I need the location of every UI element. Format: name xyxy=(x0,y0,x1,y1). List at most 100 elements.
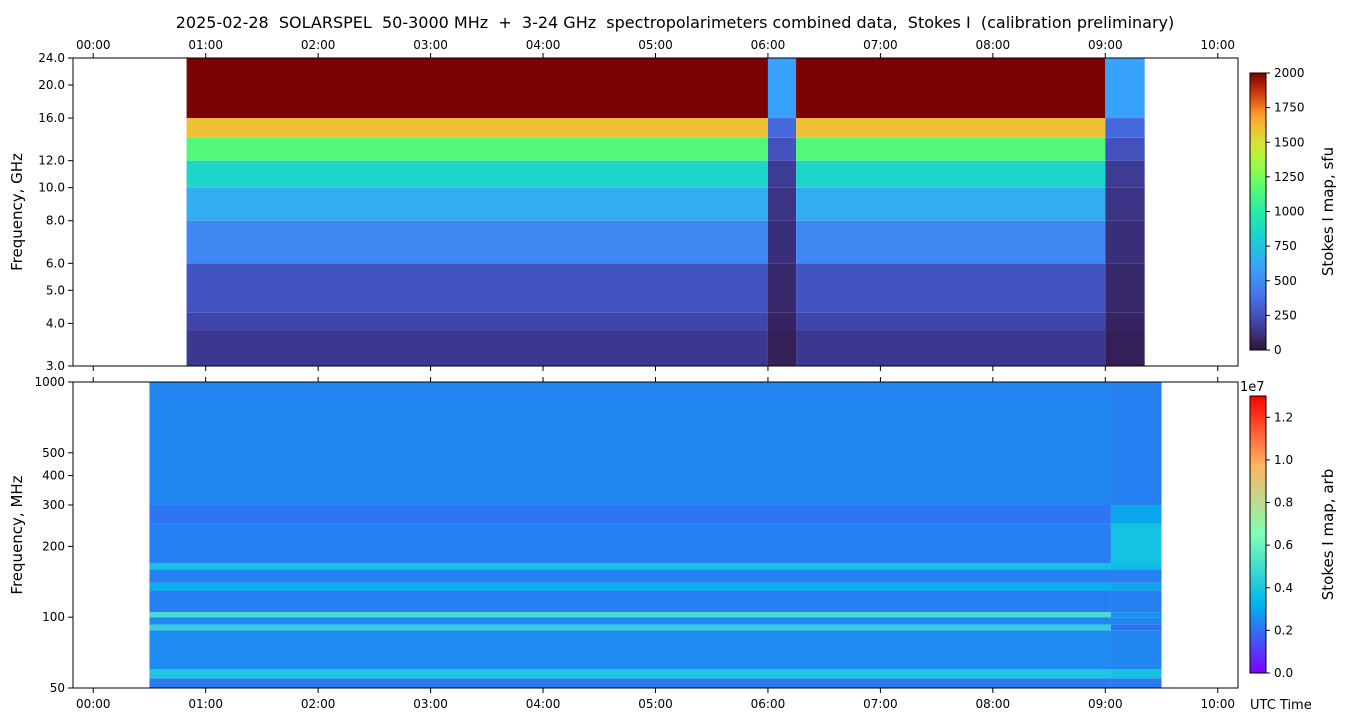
y-tick-label: 200 xyxy=(42,539,65,553)
heatmap-cell xyxy=(1105,312,1145,331)
heatmap-cell xyxy=(186,160,768,188)
x-tick-label: 10:00 xyxy=(1200,38,1235,52)
heatmap-cell xyxy=(1105,263,1145,313)
heatmap-cell xyxy=(186,137,768,161)
x-tick-label: 01:00 xyxy=(188,697,223,711)
heatmap-cell xyxy=(149,523,1111,563)
heatmap-cell xyxy=(767,58,797,119)
heatmap-cell xyxy=(1110,630,1162,670)
y-tick-label: 4.0 xyxy=(46,316,65,330)
colorbar-tick-label: 250 xyxy=(1274,308,1297,322)
y-tick-label: 24.0 xyxy=(38,51,65,65)
x-tick-label: 02:00 xyxy=(301,697,336,711)
colorbar-tick-label: 0.8 xyxy=(1274,496,1293,510)
y-tick-label: 8.0 xyxy=(46,214,65,228)
x-tick-label: 01:00 xyxy=(188,38,223,52)
heatmap-cell xyxy=(1105,58,1145,119)
x-tick-label: 10:00 xyxy=(1200,697,1235,711)
y-axis-label: Frequency, GHz xyxy=(8,153,26,271)
colorbar-offset: 1e7 xyxy=(1240,380,1265,395)
x-tick-label: 05:00 xyxy=(638,38,673,52)
x-axis-label: UTC Time xyxy=(1250,698,1312,713)
heatmap-cell xyxy=(1110,504,1162,524)
heatmap-cell xyxy=(767,118,797,138)
heatmap-cell xyxy=(186,312,768,331)
x-tick-label: 00:00 xyxy=(76,697,111,711)
heatmap-cell xyxy=(1110,590,1162,613)
y-tick-label: 5.0 xyxy=(46,283,65,297)
heatmap-cell xyxy=(149,382,1111,505)
y-tick-label: 6.0 xyxy=(46,256,65,270)
colorbar xyxy=(1249,72,1267,351)
y-tick-label: 50 xyxy=(50,681,65,695)
colorbar-tick-label: 0.4 xyxy=(1274,581,1293,595)
heatmap-cell xyxy=(796,220,1106,264)
heatmap-cell xyxy=(796,160,1106,188)
y-tick-label: 400 xyxy=(42,469,65,483)
colorbar-tick-label: 1500 xyxy=(1274,135,1305,149)
heatmap-cell xyxy=(767,312,797,331)
heatmap-cell xyxy=(186,263,768,313)
x-tick-label: 08:00 xyxy=(976,697,1011,711)
colorbar-tick-label: 0.2 xyxy=(1274,623,1293,637)
heatmap-cell xyxy=(796,312,1106,331)
heatmap-cell xyxy=(1110,382,1162,505)
x-tick-label: 09:00 xyxy=(1088,38,1123,52)
heatmap-cell xyxy=(186,118,768,138)
y-tick-label: 16.0 xyxy=(38,111,65,125)
heatmap-cell xyxy=(1110,669,1162,679)
heatmap-cell xyxy=(149,617,1111,625)
heatmap-cell xyxy=(767,263,797,313)
y-tick-label: 100 xyxy=(42,610,65,624)
x-tick-label: 03:00 xyxy=(413,38,448,52)
heatmap-cell xyxy=(796,187,1106,221)
heatmap-cell xyxy=(796,263,1106,313)
heatmap-cell xyxy=(796,118,1106,138)
heatmap-cell xyxy=(149,590,1111,613)
heatmap-cell xyxy=(767,137,797,161)
heatmap-cell xyxy=(186,330,768,366)
heatmap-cell xyxy=(149,624,1111,631)
heatmap-cell xyxy=(149,582,1111,591)
heatmap-cell xyxy=(796,137,1106,161)
heatmap-cell xyxy=(1110,612,1162,618)
heatmap-cell xyxy=(1110,678,1162,688)
heatmap-cell xyxy=(1110,617,1162,625)
heatmap-cell xyxy=(149,630,1111,670)
heatmap-cell xyxy=(1110,523,1162,563)
heatmap-cell xyxy=(1110,562,1162,570)
heatmap-cell xyxy=(1110,582,1162,591)
colorbar-tick-label: 1750 xyxy=(1274,101,1305,115)
colorbar-tick-label: 2000 xyxy=(1274,66,1305,80)
x-tick-label: 05:00 xyxy=(638,697,673,711)
chart-title: 2025-02-28 SOLARSPEL 50-3000 MHz + 3-24 … xyxy=(176,13,1175,32)
heatmap-cell xyxy=(1105,330,1145,366)
heatmap-cell xyxy=(186,220,768,264)
heatmap-cell xyxy=(149,504,1111,524)
x-tick-label: 03:00 xyxy=(413,697,448,711)
colorbar-tick-label: 1.0 xyxy=(1274,453,1293,467)
heatmap-cell xyxy=(149,612,1111,618)
x-tick-label: 04:00 xyxy=(526,38,561,52)
colorbar-tick-label: 0.0 xyxy=(1274,666,1293,680)
y-axis-label: Frequency, MHz xyxy=(8,475,26,594)
y-tick-label: 12.0 xyxy=(38,154,65,168)
heatmap-cell xyxy=(149,669,1111,679)
colorbar-label: Stokes I map, sfu xyxy=(1319,147,1337,276)
colorbar-tick-label: 1250 xyxy=(1274,170,1305,184)
heatmap-cell xyxy=(1105,220,1145,264)
heatmap-cell xyxy=(767,220,797,264)
colorbar-tick-label: 750 xyxy=(1274,239,1297,253)
heatmap-cell xyxy=(767,187,797,221)
colorbar-tick-label: 0.6 xyxy=(1274,538,1293,552)
heatmap-cell xyxy=(767,160,797,188)
colorbar-tick-label: 1.2 xyxy=(1274,410,1293,424)
colorbar-tick-label: 500 xyxy=(1274,274,1297,288)
x-tick-label: 00:00 xyxy=(76,38,111,52)
x-tick-label: 06:00 xyxy=(751,38,786,52)
y-tick-label: 1000 xyxy=(34,375,65,389)
heatmap-cell xyxy=(1105,160,1145,188)
heatmap-cell xyxy=(149,562,1111,570)
colorbar-tick-label: 0 xyxy=(1274,343,1282,357)
